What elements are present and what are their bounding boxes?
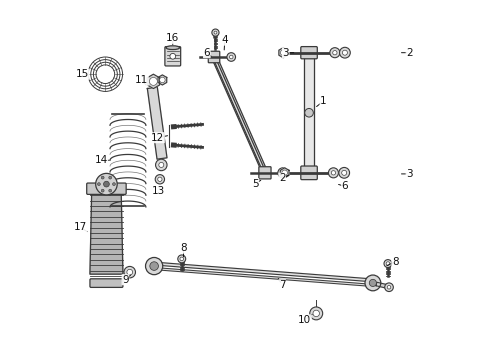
Circle shape xyxy=(178,255,185,263)
Circle shape xyxy=(101,176,104,179)
FancyBboxPatch shape xyxy=(86,183,126,194)
FancyBboxPatch shape xyxy=(90,279,122,287)
Circle shape xyxy=(386,285,390,289)
Polygon shape xyxy=(375,282,387,288)
Circle shape xyxy=(155,159,167,171)
Text: 6: 6 xyxy=(341,181,347,192)
Text: 3: 3 xyxy=(406,169,412,179)
Circle shape xyxy=(332,50,336,55)
FancyBboxPatch shape xyxy=(300,46,317,59)
Text: 17: 17 xyxy=(74,222,87,232)
Circle shape xyxy=(384,283,392,292)
Text: 15: 15 xyxy=(76,69,89,79)
Circle shape xyxy=(328,168,338,178)
Circle shape xyxy=(149,262,158,270)
Ellipse shape xyxy=(165,46,179,50)
Circle shape xyxy=(309,307,322,320)
Circle shape xyxy=(97,183,100,185)
Circle shape xyxy=(214,31,217,34)
Text: 9: 9 xyxy=(122,275,128,285)
Circle shape xyxy=(304,108,313,117)
Circle shape xyxy=(339,47,349,58)
Text: 11: 11 xyxy=(135,75,148,85)
Circle shape xyxy=(159,77,165,83)
FancyBboxPatch shape xyxy=(208,51,219,63)
Circle shape xyxy=(126,269,132,275)
Circle shape xyxy=(281,170,287,176)
Circle shape xyxy=(383,260,391,267)
Circle shape xyxy=(330,171,335,175)
Text: 1: 1 xyxy=(320,96,326,106)
Text: 7: 7 xyxy=(278,280,285,290)
Circle shape xyxy=(226,53,235,61)
Circle shape xyxy=(280,171,285,175)
Polygon shape xyxy=(280,168,288,178)
Text: 4: 4 xyxy=(221,35,227,45)
Circle shape xyxy=(158,177,162,181)
Circle shape xyxy=(149,77,157,85)
Circle shape xyxy=(368,279,376,287)
Circle shape xyxy=(145,257,163,275)
Circle shape xyxy=(108,176,111,179)
FancyBboxPatch shape xyxy=(300,166,317,180)
Text: 12: 12 xyxy=(151,133,164,143)
Text: 6: 6 xyxy=(203,48,210,58)
Circle shape xyxy=(112,183,115,185)
Circle shape xyxy=(329,48,339,58)
Text: 2: 2 xyxy=(406,48,412,58)
Text: 10: 10 xyxy=(298,315,311,325)
Polygon shape xyxy=(147,74,159,89)
Text: 8: 8 xyxy=(180,243,186,253)
Circle shape xyxy=(364,275,380,291)
Circle shape xyxy=(280,50,285,55)
Polygon shape xyxy=(212,54,266,172)
Circle shape xyxy=(341,170,346,175)
Text: 14: 14 xyxy=(94,155,107,165)
Polygon shape xyxy=(278,48,287,58)
Polygon shape xyxy=(304,53,313,173)
Circle shape xyxy=(169,53,175,59)
Circle shape xyxy=(96,174,117,195)
Text: 3: 3 xyxy=(282,48,288,58)
Circle shape xyxy=(338,167,349,178)
Circle shape xyxy=(103,181,109,187)
Circle shape xyxy=(124,266,135,278)
Polygon shape xyxy=(158,75,166,85)
Circle shape xyxy=(101,189,104,192)
Polygon shape xyxy=(147,87,167,159)
Circle shape xyxy=(386,262,389,265)
Circle shape xyxy=(180,257,183,261)
Circle shape xyxy=(155,175,164,184)
Circle shape xyxy=(211,29,219,36)
Text: 5: 5 xyxy=(251,179,258,189)
Circle shape xyxy=(108,189,111,192)
Text: 13: 13 xyxy=(151,186,165,197)
FancyBboxPatch shape xyxy=(258,167,270,179)
Circle shape xyxy=(312,310,319,317)
Text: 16: 16 xyxy=(166,33,179,43)
Polygon shape xyxy=(154,267,372,287)
Circle shape xyxy=(277,168,287,178)
Text: 2: 2 xyxy=(278,173,285,183)
Polygon shape xyxy=(90,190,122,274)
Circle shape xyxy=(159,162,163,167)
Circle shape xyxy=(229,55,233,59)
Polygon shape xyxy=(154,262,372,282)
FancyBboxPatch shape xyxy=(164,46,180,66)
Circle shape xyxy=(342,50,346,55)
Polygon shape xyxy=(212,58,266,175)
Text: 8: 8 xyxy=(391,257,398,267)
